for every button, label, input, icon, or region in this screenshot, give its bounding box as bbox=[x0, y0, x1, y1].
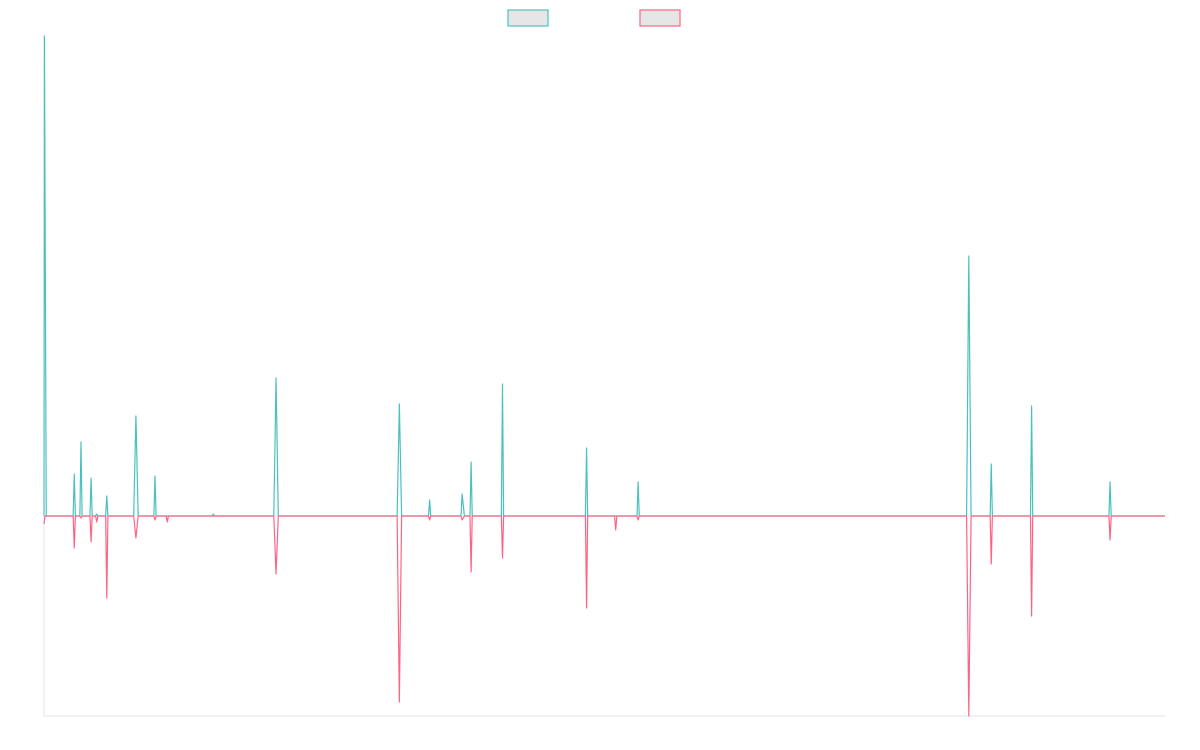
legend-swatch-1[interactable] bbox=[507, 9, 549, 27]
series-line-2 bbox=[43, 515, 1165, 717]
legend-swatch-2[interactable] bbox=[639, 9, 681, 27]
legend bbox=[507, 9, 681, 27]
series-layer bbox=[43, 35, 1165, 717]
axes bbox=[43, 36, 1165, 717]
series-line-1 bbox=[43, 35, 1165, 517]
